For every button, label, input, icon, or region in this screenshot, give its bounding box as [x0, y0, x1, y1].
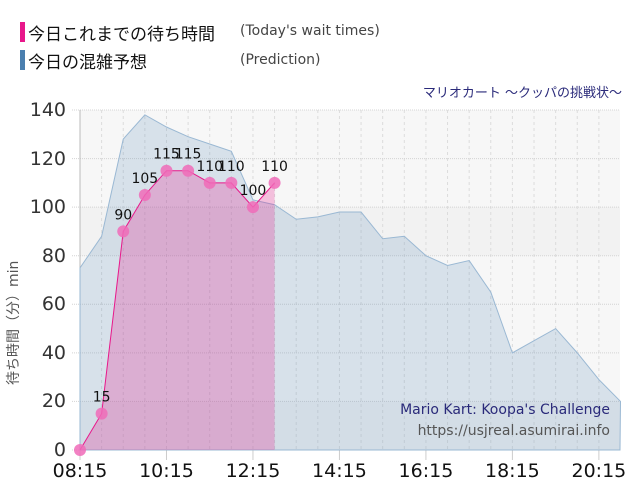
- data-point-label: 110: [261, 159, 288, 175]
- y-tick-label: 120: [29, 147, 66, 170]
- y-tick-label: 140: [29, 99, 66, 121]
- data-point-label: 105: [131, 171, 158, 187]
- chart-title: マリオカート ～クッパの挑戦状～: [422, 86, 622, 101]
- data-point: [74, 444, 86, 456]
- y-axis-label: 待ち時間（分）min: [6, 260, 22, 385]
- data-point: [138, 189, 151, 201]
- y-tick-label: 100: [29, 196, 66, 219]
- data-point-label: 110: [218, 159, 245, 175]
- x-tick-label: 20:15: [571, 460, 627, 482]
- data-point: [203, 176, 216, 189]
- data-point-label: 90: [114, 207, 132, 223]
- legend-item-today[interactable]: 今日これまでの待ち時間: [20, 21, 215, 45]
- legend-swatch-prediction: [20, 50, 25, 70]
- grid-band: [80, 401, 620, 450]
- data-point-label: 115: [175, 147, 202, 163]
- legend-item-prediction[interactable]: 今日の混雑予想: [20, 49, 147, 73]
- data-point: [160, 164, 173, 177]
- data-point-label: 110: [196, 159, 223, 175]
- today-line: [79, 170, 275, 451]
- data-point: [225, 176, 238, 189]
- data-point: [246, 201, 259, 214]
- y-tick-label: 40: [41, 341, 66, 364]
- watermark-ride-name: Mario Kart: Koopa's Challenge: [400, 402, 610, 418]
- y-tick-label: 0: [53, 439, 66, 461]
- y-tick-label: 80: [41, 244, 66, 267]
- data-point: [95, 407, 108, 420]
- legend-label-prediction-en: (Prediction): [240, 52, 321, 68]
- legend-label-today-ja: 今日これまでの待ち時間: [28, 24, 215, 45]
- x-tick-label: 14:15: [312, 460, 367, 482]
- data-point-label: 15: [93, 390, 111, 406]
- y-tick-label: 20: [41, 390, 66, 413]
- data-point: [182, 164, 195, 177]
- x-tick-label: 08:15: [52, 460, 108, 482]
- watermark-url[interactable]: https://usjreal.asumirai.info: [417, 423, 610, 439]
- today-area: [80, 170, 275, 450]
- data-point: [117, 225, 130, 238]
- prediction-area: [79, 114, 622, 451]
- x-tick-label: 12:15: [225, 460, 281, 482]
- data-point-label: 115: [153, 147, 180, 163]
- legend-label-today-en: (Today's wait times): [240, 23, 380, 39]
- grid-band: [80, 207, 620, 256]
- data-point: [268, 176, 281, 189]
- x-tick-label: 10:15: [139, 460, 194, 482]
- legend-swatch-today: [20, 22, 25, 42]
- legend-label-prediction-ja: 今日の混雑予想: [28, 52, 147, 73]
- x-tick-label: 16:15: [398, 460, 454, 482]
- y-tick-label: 60: [41, 293, 66, 316]
- data-point-label: 100: [240, 183, 267, 199]
- x-tick-label: 18:15: [485, 460, 540, 482]
